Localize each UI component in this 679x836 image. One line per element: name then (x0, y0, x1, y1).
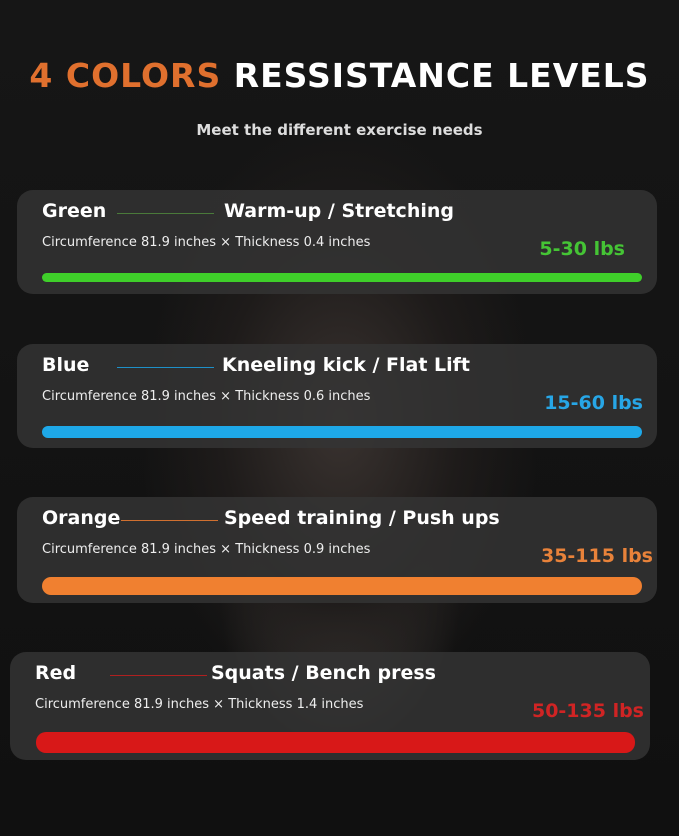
band-card-green: Green Warm-up / Stretching Circumference… (17, 190, 657, 294)
band-range: 35-115 lbs (540, 545, 653, 567)
band-bar (42, 577, 642, 595)
band-dimensions: Circumference 81.9 inches × Thickness 0.… (42, 542, 371, 557)
connector-line (117, 213, 214, 214)
band-range: 15-60 lbs (544, 392, 643, 414)
band-range: 50-135 lbs (531, 700, 644, 722)
band-card-blue: Blue Kneeling kick / Flat Lift Circumfer… (17, 344, 657, 448)
band-dimensions: Circumference 81.9 inches × Thickness 0.… (42, 235, 371, 250)
band-bar (42, 426, 642, 438)
band-color-name: Green (42, 200, 107, 222)
connector-line (121, 520, 218, 521)
band-dimensions: Circumference 81.9 inches × Thickness 1.… (35, 697, 364, 712)
band-use: Kneeling kick / Flat Lift (222, 354, 470, 376)
title-rest: RESSISTANCE LEVELS (233, 56, 650, 95)
band-bar (42, 273, 642, 282)
band-use: Warm-up / Stretching (224, 200, 454, 222)
band-card-red: Red Squats / Bench press Circumference 8… (10, 652, 650, 760)
band-bar (36, 732, 635, 753)
page-title: 4 COLORS RESSISTANCE LEVELS (0, 56, 679, 95)
band-card-orange: Orange Speed training / Push ups Circumf… (17, 497, 657, 603)
band-dimensions: Circumference 81.9 inches × Thickness 0.… (42, 389, 371, 404)
band-use: Squats / Bench press (211, 662, 436, 684)
connector-line (117, 367, 214, 368)
band-range: 5-30 lbs (539, 238, 625, 260)
band-color-name: Blue (42, 354, 90, 376)
connector-line (110, 675, 207, 676)
band-color-name: Orange (42, 507, 121, 529)
title-accent: 4 COLORS (29, 56, 222, 95)
subtitle: Meet the different exercise needs (196, 121, 483, 139)
band-color-name: Red (35, 662, 77, 684)
band-use: Speed training / Push ups (224, 507, 500, 529)
